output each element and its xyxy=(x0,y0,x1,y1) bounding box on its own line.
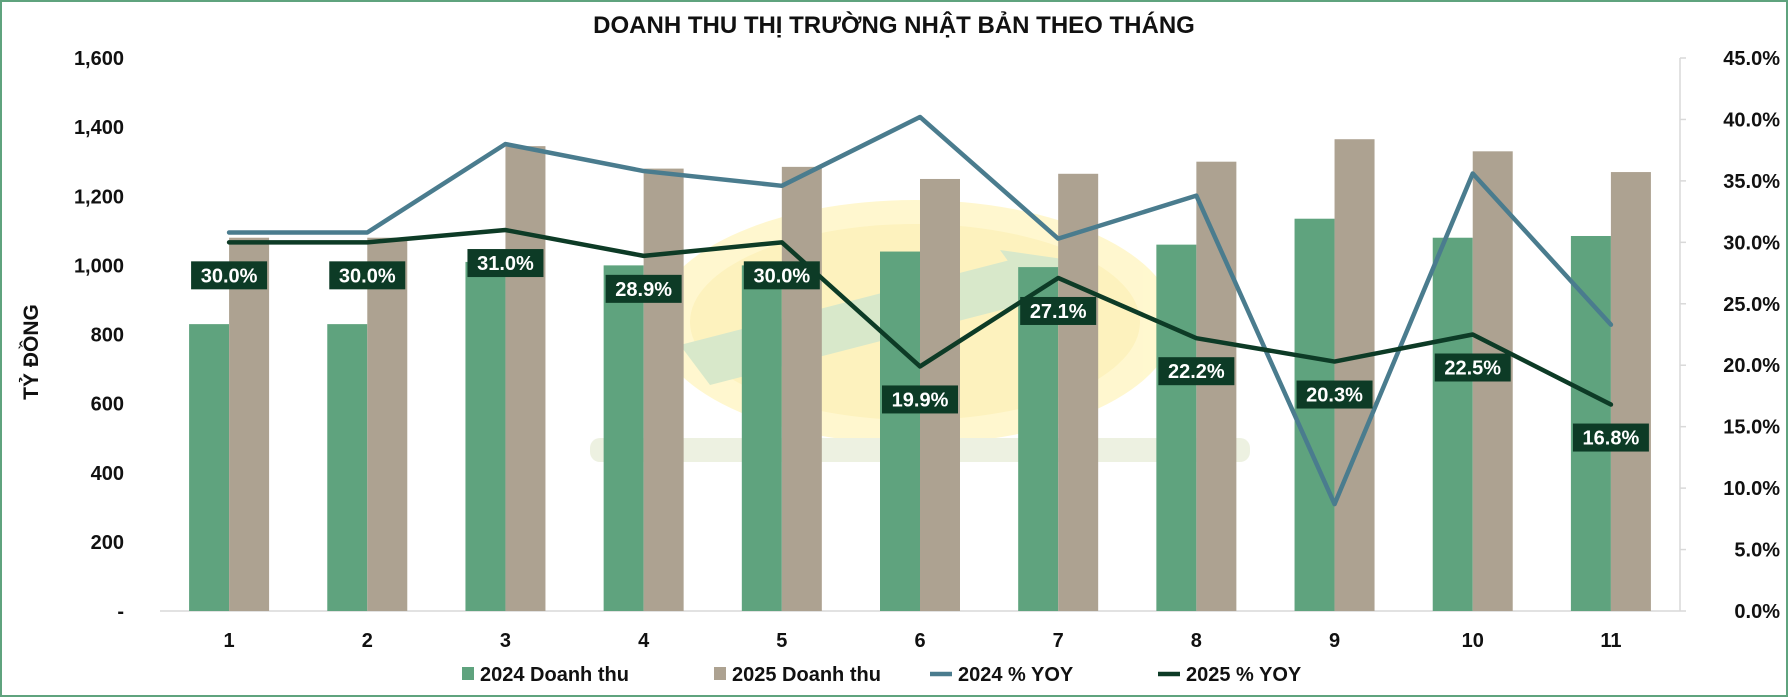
legend-swatch xyxy=(462,667,474,680)
y-axis-ticks: - 200 400 600 800 1,000 1,200 1,400 1,600 xyxy=(74,48,124,623)
x-tick-label: 3 xyxy=(500,630,511,652)
data-label: 22.2% xyxy=(1168,361,1225,383)
data-label-box xyxy=(1296,380,1373,409)
y2-tick-label: 5.0% xyxy=(1734,540,1780,562)
bar-2025-doanh-thu-11 xyxy=(1610,172,1651,611)
y2-tick-label: 10.0% xyxy=(1723,478,1780,500)
data-label: 31.0% xyxy=(477,253,534,275)
data-label: 19.9% xyxy=(892,389,949,411)
legend-label: 2024 % YOY xyxy=(958,664,1074,686)
x-tick-label: 6 xyxy=(914,630,925,652)
x-tick-label: 2 xyxy=(362,630,373,652)
x-tick-label: 9 xyxy=(1329,630,1340,652)
y-tick-label: 400 xyxy=(91,463,124,485)
data-label-box xyxy=(605,274,682,303)
bar-2024-doanh-thu-8 xyxy=(1156,244,1197,611)
data-label-box xyxy=(1158,357,1235,386)
data-label-box xyxy=(1572,423,1649,452)
y2-tick-label: 35.0% xyxy=(1723,171,1780,193)
y-axis-label: TỶ ĐỒNG xyxy=(19,304,43,400)
bar-2025-doanh-thu-3 xyxy=(505,146,546,611)
bar-2024-doanh-thu-6 xyxy=(880,251,920,612)
bar-2025-doanh-thu-4 xyxy=(643,168,684,611)
bars xyxy=(189,139,1651,612)
data-label-box xyxy=(467,249,544,278)
y2-axis-ticks: 0.0% 5.0% 10.0% 15.0% 20.0% 25.0% 30.0% 35.0% 40… xyxy=(1680,48,1780,623)
data-label: 30.0% xyxy=(201,265,258,287)
y2-tick-label: 40.0% xyxy=(1723,109,1780,131)
data-label-box xyxy=(882,385,958,414)
chart-title: DOANH THU THỊ TRƯỜNG NHẬT BẢN THEO THÁNG xyxy=(593,10,1195,39)
data-label-box xyxy=(191,261,268,290)
bar-2025-doanh-thu-9 xyxy=(1334,139,1375,612)
data-label: 30.0% xyxy=(753,265,810,287)
bar-2025-doanh-thu-5 xyxy=(781,166,822,611)
data-label-box xyxy=(1020,296,1097,325)
x-tick-label: 4 xyxy=(638,630,650,652)
y2-tick-label: 25.0% xyxy=(1723,294,1780,316)
legend-label: 2025 % YOY xyxy=(1186,664,1302,686)
x-tick-label: 11 xyxy=(1600,630,1621,652)
legend: 2024 Doanh thu 2025 Doanh thu 2024 % YOY 20… xyxy=(462,664,1302,686)
bar-2024-doanh-thu-3 xyxy=(465,261,506,611)
data-label: 22.5% xyxy=(1444,358,1501,380)
bar-2024-doanh-thu-4 xyxy=(603,265,644,611)
legend-label: 2025 Doanh thu xyxy=(732,664,881,686)
lines xyxy=(226,114,1614,507)
data-label-box xyxy=(329,261,406,290)
data-label: 28.9% xyxy=(615,279,672,301)
legend-label: 2024 Doanh thu xyxy=(480,664,629,686)
x-tick-label: 7 xyxy=(1053,630,1064,652)
y2-tick-label: 15.0% xyxy=(1723,417,1780,439)
bar-2024-doanh-thu-9 xyxy=(1294,218,1335,611)
y-tick-label: - xyxy=(117,601,124,623)
bar-2025-doanh-thu-1 xyxy=(229,237,270,611)
x-tick-label: 8 xyxy=(1191,630,1202,652)
data-label-box xyxy=(1434,353,1511,382)
x-axis-ticks: 1 2 3 4 5 6 7 8 9 10 11 xyxy=(224,630,1622,652)
x-tick-label: 1 xyxy=(224,630,235,652)
line-2025-pct-yoy xyxy=(226,227,1614,407)
bar-2024-doanh-thu-1 xyxy=(189,324,230,611)
data-labels: 30.0% 30.0% 31.0% 28.9% 30.0% 19.9% 27.1% 22.2%… xyxy=(191,249,1649,452)
x-tick-label: 5 xyxy=(776,630,787,652)
y2-tick-label: 20.0% xyxy=(1723,355,1780,377)
data-label: 27.1% xyxy=(1030,301,1087,323)
bar-2024-doanh-thu-5 xyxy=(741,265,782,611)
y-tick-label: 1,600 xyxy=(74,48,124,70)
bar-2025-doanh-thu-8 xyxy=(1196,161,1237,611)
y2-tick-label: 0.0% xyxy=(1734,601,1780,623)
y-tick-label: 1,200 xyxy=(74,186,124,208)
bar-2024-doanh-thu-10 xyxy=(1432,237,1473,611)
bar-2024-doanh-thu-11 xyxy=(1570,235,1611,611)
y-tick-label: 1,000 xyxy=(74,255,124,277)
bar-2025-doanh-thu-2 xyxy=(367,237,408,611)
data-label-box xyxy=(743,261,820,290)
y-tick-label: 1,400 xyxy=(74,117,124,139)
y2-tick-label: 30.0% xyxy=(1723,232,1780,254)
y-tick-label: 200 xyxy=(91,532,124,554)
legend-swatch xyxy=(714,667,726,680)
x-tick-label: 10 xyxy=(1462,630,1484,652)
data-label: 20.3% xyxy=(1306,385,1363,407)
data-label: 16.8% xyxy=(1583,428,1640,450)
bar-2024-doanh-thu-2 xyxy=(327,324,368,611)
y2-tick-label: 45.0% xyxy=(1723,48,1780,70)
y-tick-label: 800 xyxy=(91,325,124,347)
y-tick-label: 600 xyxy=(91,394,124,416)
line-2024-pct-yoy xyxy=(226,114,1614,507)
data-label: 30.0% xyxy=(339,265,396,287)
bar-2025-doanh-thu-7 xyxy=(1058,173,1099,612)
